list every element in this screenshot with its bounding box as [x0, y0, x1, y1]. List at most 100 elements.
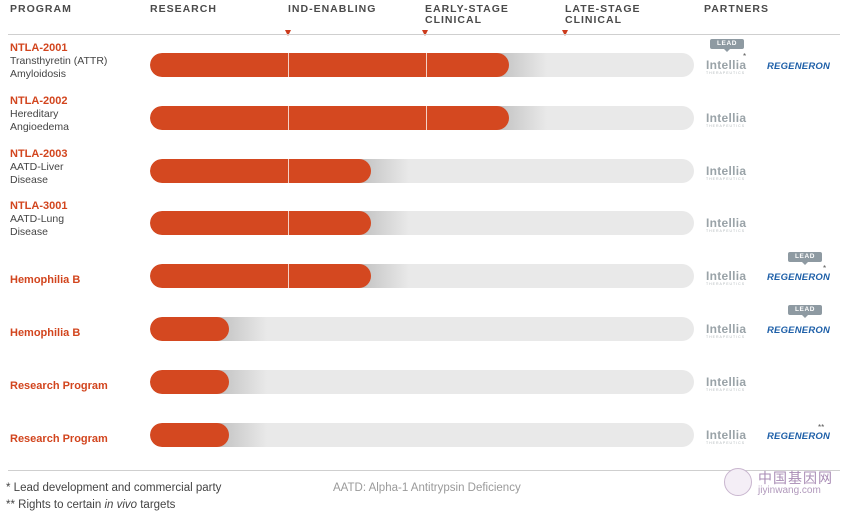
watermark-logo-icon: [724, 468, 752, 496]
program-description: Amyloidosis: [10, 68, 67, 80]
progress-track: [150, 264, 694, 289]
program-row: Hemophilia B Intellia THERAPEUTICS REGENERO…: [0, 252, 850, 305]
progress-bar: [150, 422, 229, 447]
partner-intellia-tagline: THERAPEUTICS: [706, 282, 746, 287]
progress-bar: [150, 105, 509, 130]
header-early-stage-line2: CLINICAL: [425, 14, 482, 26]
program-name: NTLA-3001: [10, 200, 68, 213]
partner-intellia-name: Intellia: [706, 374, 747, 389]
program-label: NTLA-2001 Transthyretin (ATTR) Amyloidosis: [10, 42, 145, 81]
regeneron-footnote-mark: **: [818, 422, 825, 432]
watermark-url: jiyinwang.com: [758, 485, 821, 496]
footnote-rights: ** Rights to certain in vivo targets: [6, 498, 175, 512]
program-row: Hemophilia B Intellia THERAPEUTICS REGENERO…: [0, 305, 850, 358]
program-description: Transthyretin (ATTR): [10, 55, 108, 67]
partner-intellia-tagline: THERAPEUTICS: [706, 176, 746, 181]
progress-bar: [150, 264, 371, 289]
partner-intellia-logo: Intellia THERAPEUTICS: [706, 429, 746, 446]
stage-divider: [426, 105, 427, 130]
progress-bar: [150, 317, 229, 341]
footnote-aatd: AATD: Alpha-1 Antitrypsin Deficiency: [333, 482, 521, 494]
program-row: Research Program Intellia THERAPEUTICS: [0, 359, 850, 411]
partner-intellia-logo: Intellia THERAPEUTICS: [706, 217, 746, 234]
stage-divider: [288, 211, 289, 236]
program-label: Research Program: [10, 380, 145, 393]
program-description: AATD-Lung: [10, 213, 65, 226]
program-name: Hemophilia B: [10, 274, 81, 287]
progress-track: [150, 211, 694, 236]
partner-intellia-name: Intellia: [706, 216, 747, 231]
partner-regeneron-logo: REGENERON: [767, 325, 831, 336]
footnote-lead: * Lead development and commercial party: [6, 482, 222, 494]
program-label: NTLA-2002 Hereditary Angioedema: [10, 95, 145, 134]
program-label: NTLA-2003 AATD-Liver Disease: [10, 148, 145, 187]
program-name: NTLA-2003: [10, 147, 68, 160]
progress-bar: [150, 369, 229, 394]
program-name: Research Program: [10, 432, 108, 445]
program-label: NTLA-3001 AATD-Lung Disease: [10, 200, 145, 239]
partner-intellia-logo: Intellia THERAPEUTICS: [706, 165, 746, 182]
partner-intellia-tagline: THERAPEUTICS: [706, 71, 746, 75]
lead-badge: LEAD: [710, 39, 744, 52]
progress-track: [150, 369, 694, 394]
header-program: PROGRAM: [10, 3, 72, 15]
progress-track: [150, 105, 694, 130]
partner-intellia-name: Intellia: [706, 322, 747, 336]
regeneron-footnote-mark: *: [823, 264, 827, 274]
program-name: NTLA-2002: [10, 94, 68, 107]
stage-marker-early: [422, 30, 428, 36]
footnote-rights-prefix: ** Rights to certain: [6, 499, 105, 511]
program-description: Hereditary: [10, 107, 59, 120]
progress-bar: [150, 158, 371, 183]
program-description: Angioedema: [10, 120, 69, 133]
stage-marker-ind: [285, 30, 291, 36]
partner-intellia-logo: Intellia THERAPEUTICS: [706, 270, 746, 287]
program-label: Hemophilia B: [10, 274, 145, 287]
watermark-title: 中国基因网: [758, 471, 833, 487]
header-late-stage: LATE-STAGE CLINICAL: [565, 4, 641, 26]
partner-intellia-name: Intellia: [706, 427, 747, 442]
partner-intellia-logo: Intellia THERAPEUTICS: [706, 112, 746, 129]
progress-track: [150, 53, 694, 77]
partner-intellia-logo: Intellia THERAPEUTICS: [706, 376, 746, 393]
partner-regeneron-logo: REGENERON: [767, 430, 831, 442]
program-row: NTLA-3001 AATD-Lung Disease Intellia THERAPE…: [0, 200, 850, 252]
partner-intellia-name: Intellia: [706, 58, 747, 72]
progress-bar: [150, 211, 371, 236]
stage-divider: [288, 264, 289, 289]
progress-track: [150, 158, 694, 183]
partner-intellia-tagline: THERAPEUTICS: [706, 123, 746, 128]
intellia-footnote-mark: *: [743, 52, 747, 61]
header-research: RESEARCH: [150, 3, 217, 15]
partner-regeneron-logo: REGENERON: [767, 272, 831, 284]
progress-track: [150, 422, 694, 447]
program-description: Disease: [10, 173, 48, 186]
program-label: Hemophilia B: [10, 327, 145, 340]
partner-intellia-tagline: THERAPEUTICS: [706, 229, 746, 234]
program-name: Hemophilia B: [10, 327, 81, 339]
stage-divider: [288, 53, 289, 77]
header-divider: [8, 34, 840, 35]
stage-divider: [426, 53, 427, 77]
header-early-stage-line1: EARLY-STAGE: [425, 3, 509, 15]
partner-intellia-logo: Intellia THERAPEUTICS: [706, 59, 746, 76]
program-label: Research Program: [10, 433, 145, 446]
program-name: Research Program: [10, 379, 108, 392]
partner-intellia-tagline: THERAPEUTICS: [706, 335, 746, 339]
program-description: AATD-Liver: [10, 160, 64, 173]
stage-divider: [288, 105, 289, 130]
program-description: Disease: [10, 226, 48, 239]
progress-track: [150, 317, 694, 341]
partner-intellia-name: Intellia: [706, 110, 747, 125]
program-row: NTLA-2003 AATD-Liver Disease Intellia THERAP…: [0, 148, 850, 200]
watermark: 中国基因网 jiyinwang.com: [724, 468, 844, 498]
lead-badge: LEAD: [788, 305, 822, 318]
partner-intellia-name: Intellia: [706, 269, 747, 284]
program-row: NTLA-2001 Transthyretin (ATTR) Amyloidosis…: [0, 39, 850, 94]
partner-intellia-name: Intellia: [706, 163, 747, 178]
footer-divider: [8, 470, 840, 471]
footnote-rights-suffix: targets: [137, 499, 176, 511]
program-name: NTLA-2001: [10, 42, 68, 54]
header-partners: PARTNERS: [704, 3, 769, 15]
footnote-rights-italic: in vivo: [104, 499, 138, 511]
